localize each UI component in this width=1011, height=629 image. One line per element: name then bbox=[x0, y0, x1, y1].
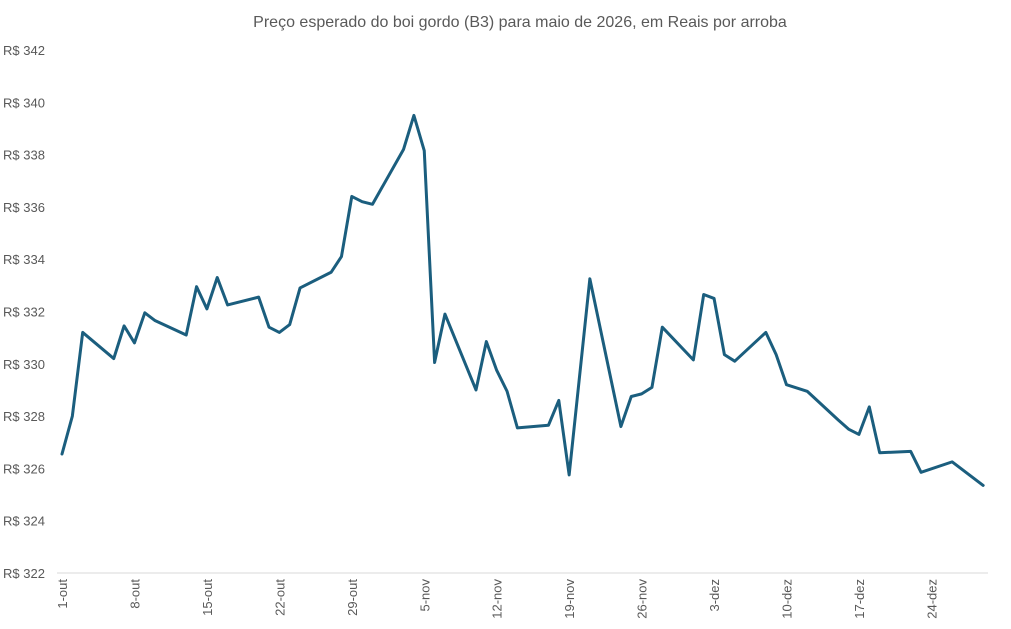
data-point-59 bbox=[982, 484, 985, 487]
data-point-38 bbox=[630, 395, 633, 398]
data-point-17 bbox=[299, 286, 302, 289]
plot-area bbox=[60, 113, 985, 487]
x-tick-label-10: 10-dez bbox=[780, 579, 795, 619]
x-axis: 1-out 8-out 15-out 22-out 29-out 5-nov 12-nov 1… bbox=[55, 572, 988, 619]
data-point-51 bbox=[837, 419, 840, 422]
y-tick-label-8: R$ 338 bbox=[3, 148, 45, 163]
data-point-8 bbox=[185, 334, 188, 337]
data-point-28 bbox=[475, 388, 478, 391]
x-tick-label-5: 5-nov bbox=[417, 579, 432, 612]
x-tick-label-8: 26-nov bbox=[635, 579, 650, 619]
data-point-21 bbox=[361, 200, 364, 203]
data-point-46 bbox=[733, 360, 736, 363]
data-point-49 bbox=[785, 383, 788, 386]
data-point-6 bbox=[143, 311, 146, 314]
data-point-48 bbox=[775, 353, 778, 356]
data-point-16 bbox=[288, 323, 291, 326]
y-tick-label-2: R$ 326 bbox=[3, 461, 45, 476]
data-point-27 bbox=[443, 313, 446, 316]
data-point-50 bbox=[806, 390, 809, 393]
series-line-0 bbox=[60, 113, 985, 487]
data-point-18 bbox=[330, 271, 333, 274]
y-tick-label-0: R$ 322 bbox=[3, 566, 45, 581]
y-tick-label-5: R$ 332 bbox=[3, 305, 45, 320]
data-point-58 bbox=[951, 460, 954, 463]
data-point-0 bbox=[61, 453, 64, 456]
data-point-23 bbox=[402, 148, 405, 151]
x-tick-label-4: 29-out bbox=[345, 579, 360, 616]
data-point-26 bbox=[433, 361, 436, 364]
y-tick-label-9: R$ 340 bbox=[3, 95, 45, 110]
data-point-14 bbox=[268, 326, 271, 329]
data-point-1 bbox=[71, 415, 74, 418]
y-tick-label-1: R$ 324 bbox=[3, 514, 45, 529]
x-tick-label-7: 19-nov bbox=[562, 579, 577, 619]
data-point-32 bbox=[516, 426, 519, 429]
data-point-7 bbox=[154, 319, 157, 322]
data-point-5 bbox=[133, 341, 136, 344]
data-point-55 bbox=[878, 451, 881, 454]
data-point-36 bbox=[588, 277, 591, 280]
chart-title: Preço esperado do boi gordo (B3) para ma… bbox=[253, 14, 787, 31]
data-point-24 bbox=[412, 114, 415, 117]
data-point-57 bbox=[920, 471, 923, 474]
x-tick-label-11: 17-dez bbox=[852, 579, 867, 619]
x-tick-label-2: 15-out bbox=[200, 579, 215, 616]
data-point-45 bbox=[723, 353, 726, 356]
y-axis: R$ 322 R$ 324 R$ 326 R$ 328 R$ 330 R$ 332 R$ 3… bbox=[3, 43, 45, 581]
data-point-54 bbox=[868, 405, 871, 408]
data-point-20 bbox=[350, 195, 353, 198]
x-tick-label-1: 8-out bbox=[127, 579, 142, 609]
data-point-30 bbox=[495, 369, 498, 372]
data-point-3 bbox=[112, 357, 115, 360]
data-point-37 bbox=[619, 425, 622, 428]
data-point-9 bbox=[195, 285, 198, 288]
y-tick-label-3: R$ 328 bbox=[3, 409, 45, 424]
data-point-34 bbox=[557, 399, 560, 402]
data-point-42 bbox=[692, 358, 695, 361]
data-point-13 bbox=[257, 296, 260, 299]
data-point-53 bbox=[857, 433, 860, 436]
x-tick-label-12: 24-dez bbox=[924, 579, 939, 619]
data-point-47 bbox=[764, 331, 767, 334]
data-point-25 bbox=[423, 149, 426, 152]
y-tick-label-7: R$ 336 bbox=[3, 200, 45, 215]
data-point-41 bbox=[661, 326, 664, 329]
data-point-33 bbox=[547, 424, 550, 427]
data-point-40 bbox=[650, 386, 653, 389]
data-point-31 bbox=[506, 390, 509, 393]
data-point-19 bbox=[340, 255, 343, 258]
data-point-2 bbox=[81, 331, 84, 334]
data-point-4 bbox=[123, 324, 126, 327]
x-tick-label-6: 12-nov bbox=[490, 579, 505, 619]
data-point-56 bbox=[909, 450, 912, 453]
y-tick-label-4: R$ 330 bbox=[3, 357, 45, 372]
y-tick-label-6: R$ 334 bbox=[3, 252, 45, 267]
data-point-52 bbox=[847, 428, 850, 431]
data-point-39 bbox=[640, 392, 643, 395]
data-point-15 bbox=[278, 331, 281, 334]
data-point-10 bbox=[205, 307, 208, 310]
y-tick-label-10: R$ 342 bbox=[3, 43, 45, 58]
data-point-12 bbox=[226, 303, 229, 306]
data-point-29 bbox=[485, 340, 488, 343]
data-point-22 bbox=[371, 203, 374, 206]
data-point-11 bbox=[216, 276, 219, 279]
x-tick-label-9: 3-dez bbox=[707, 579, 722, 612]
x-tick-label-3: 22-out bbox=[272, 579, 287, 616]
data-point-35 bbox=[568, 473, 571, 476]
data-point-44 bbox=[713, 297, 716, 300]
x-tick-label-0: 1-out bbox=[55, 579, 70, 609]
data-point-43 bbox=[702, 293, 705, 296]
